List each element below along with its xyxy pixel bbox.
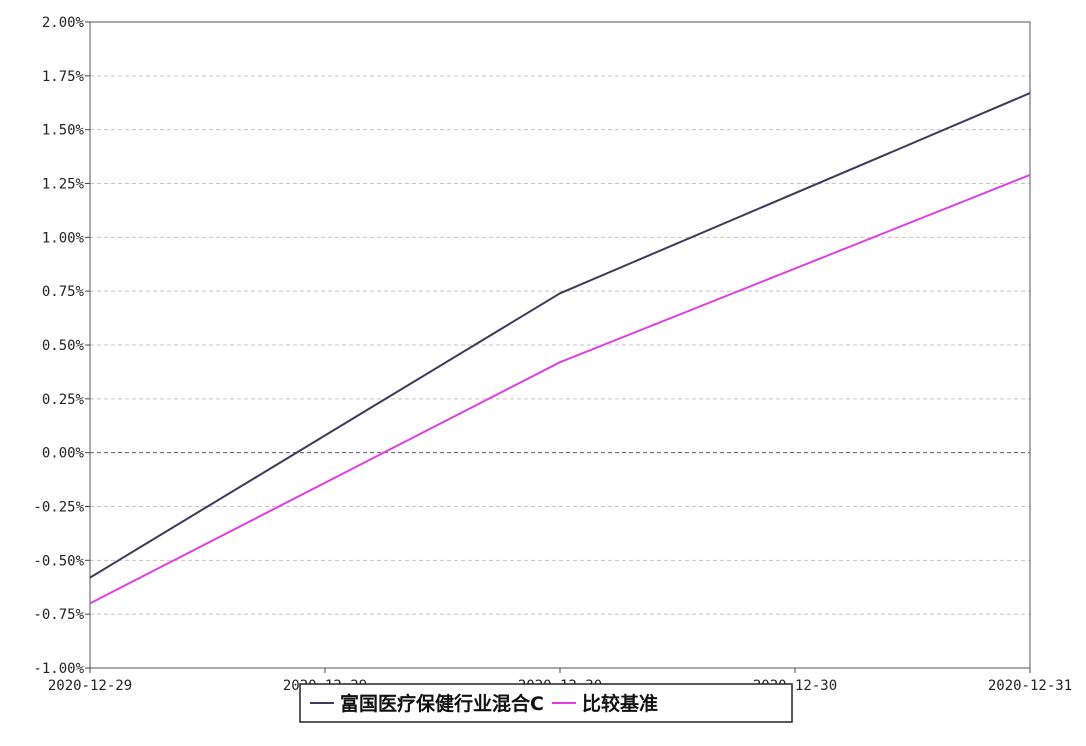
y-tick-label: 2.00% (42, 15, 85, 31)
series-lines (90, 93, 1030, 603)
legend: 富国医疗保健行业混合C 比较基准 (300, 684, 792, 722)
y-tick-label: -0.25% (33, 500, 84, 516)
y-tick-label: 0.25% (42, 392, 85, 408)
legend-label-2: 比较基准 (582, 692, 658, 715)
y-tick-label: 0.00% (42, 446, 85, 462)
y-axis-ticks: 2.00% 1.75% 1.50% 1.25% 1.00% 0.75% 0.50% 0.25%… (33, 15, 90, 677)
y-tick-label: -0.50% (33, 553, 84, 569)
x-tick-label: 2020-12-29 (48, 678, 132, 694)
y-tick-label: 1.00% (42, 230, 85, 246)
y-tick-label: 0.50% (42, 338, 85, 354)
x-tick-label: 2020-12-31 (988, 678, 1072, 694)
y-tick-label: -0.75% (33, 607, 84, 623)
y-tick-label: 1.50% (42, 123, 85, 139)
legend-label-1: 富国医疗保健行业混合C (340, 692, 544, 715)
y-tick-label: 0.75% (42, 284, 85, 300)
y-tick-label: 1.75% (42, 69, 85, 85)
y-tick-label: -1.00% (33, 661, 84, 677)
y-tick-label: 1.25% (42, 177, 85, 193)
series-line-1 (90, 93, 1030, 577)
series-line-2 (90, 175, 1030, 604)
grid-lines (90, 76, 1030, 614)
